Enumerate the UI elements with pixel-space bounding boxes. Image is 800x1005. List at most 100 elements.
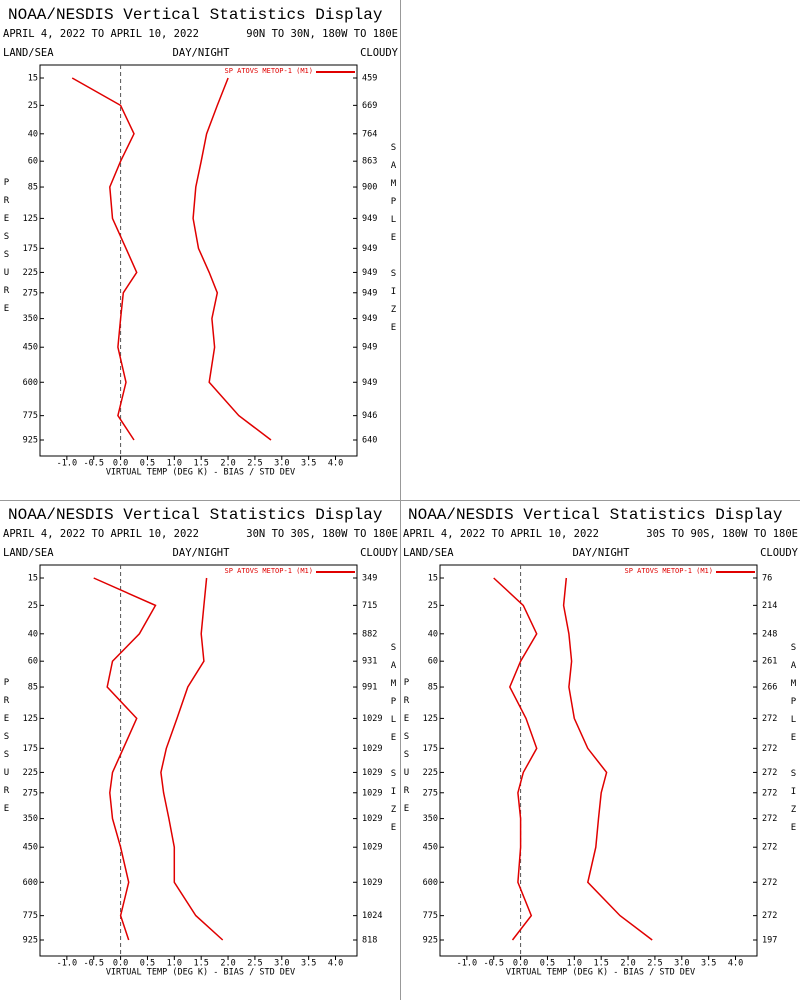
date-range: APRIL 4, 2022 TO APRIL 10, 2022 — [403, 528, 599, 540]
sample-size-label: 272 — [762, 768, 777, 778]
cloudy-label: CLOUDY — [360, 47, 399, 59]
y-tick-label: 775 — [23, 911, 38, 921]
region: 30N TO 30S, 180W TO 180E — [246, 528, 398, 540]
x-tick-label: 3.0 — [674, 959, 689, 969]
y-tick-label: 125 — [23, 714, 38, 724]
y-tick-label: 25 — [28, 601, 38, 611]
sample-size-label: 1029 — [362, 878, 382, 888]
sample-size-label: 1029 — [362, 744, 382, 754]
x-tick-label: 1.5 — [594, 959, 609, 969]
y-tick-label: 40 — [428, 629, 438, 639]
y-tick-label: 225 — [423, 768, 438, 778]
x-axis-label: VIRTUAL TEMP (DEG K) - BIAS / STD DEV — [106, 468, 295, 478]
sample-size-label: 272 — [762, 814, 777, 824]
y-tick-label: 450 — [423, 843, 438, 853]
x-tick-label: 3.5 — [301, 959, 316, 969]
y-tick-label: 275 — [23, 788, 38, 798]
sample-size-label: 949 — [362, 214, 377, 224]
sample-size-label: 272 — [762, 878, 777, 888]
x-tick-label: 0.5 — [140, 959, 155, 969]
x-tick-label: 0.5 — [140, 459, 155, 469]
x-tick-label: 3.0 — [274, 459, 289, 469]
y-tick-label: 600 — [23, 878, 38, 888]
x-tick-label: 2.0 — [620, 959, 635, 969]
y-tick-label: 600 — [23, 378, 38, 388]
sample-size-label: 882 — [362, 629, 377, 639]
sample-size-label: 991 — [362, 683, 377, 693]
x-tick-label: 0.0 — [113, 959, 128, 969]
land-sea-label: LAND/SEA — [3, 547, 54, 559]
y-tick-label: 925 — [23, 436, 38, 446]
x-tick-label: 3.0 — [274, 959, 289, 969]
std-dev-line — [562, 577, 653, 941]
y-tick-label: 15 — [28, 574, 38, 584]
day-night-label: DAY/NIGHT — [173, 47, 231, 59]
x-tick-label: 1.0 — [567, 959, 582, 969]
y-tick-label: 225 — [23, 768, 38, 778]
sample-size-label: 863 — [362, 157, 377, 167]
sample-size-label: 272 — [762, 714, 777, 724]
sample-size-label: 272 — [762, 911, 777, 921]
y-tick-label: 450 — [23, 843, 38, 853]
plot-frame — [39, 64, 358, 457]
x-tick-label: -0.5 — [83, 959, 103, 969]
x-tick-label: -1.0 — [57, 459, 77, 469]
sample-size-label: 459 — [362, 74, 377, 84]
sample-size-label: 1029 — [362, 788, 382, 798]
y-axis-label: PRESSURE — [402, 678, 412, 822]
y-axis-label: PRESSURE — [2, 178, 12, 322]
y2-axis-label: SAMPLE SIZE — [789, 643, 799, 841]
y-tick-label: 60 — [28, 157, 38, 167]
bias-line — [493, 577, 538, 941]
sample-size-label: 949 — [362, 268, 377, 278]
y-tick-label: 85 — [28, 183, 38, 193]
y-tick-label: 225 — [23, 268, 38, 278]
plot-frame — [39, 564, 358, 957]
x-tick-label: 1.5 — [194, 459, 209, 469]
chart-title: NOAA/NESDIS Vertical Statistics Display — [8, 506, 383, 524]
sample-size-label: 949 — [362, 378, 377, 388]
y-tick-label: 60 — [428, 657, 438, 667]
y-tick-label: 925 — [423, 936, 438, 946]
x-tick-label: 2.0 — [220, 959, 235, 969]
x-tick-label: 4.0 — [328, 959, 343, 969]
sample-size-label: 818 — [362, 936, 377, 946]
sample-size-label: 1029 — [362, 843, 382, 853]
sample-size-label: 349 — [362, 574, 377, 584]
sample-size-label: 266 — [762, 683, 777, 693]
chart-title: NOAA/NESDIS Vertical Statistics Display — [8, 6, 383, 24]
x-tick-label: 1.0 — [167, 459, 182, 469]
sample-size-label: 248 — [762, 629, 777, 639]
sample-size-label: 214 — [762, 601, 777, 611]
sample-size-label: 1029 — [362, 714, 382, 724]
land-sea-label: LAND/SEA — [403, 547, 454, 559]
x-tick-label: -1.0 — [57, 959, 77, 969]
cloudy-label: CLOUDY — [760, 547, 799, 559]
sample-size-label: 931 — [362, 657, 377, 667]
sample-size-label: 669 — [362, 101, 377, 111]
y-tick-label: 15 — [28, 74, 38, 84]
sample-size-label: 197 — [762, 936, 777, 946]
sample-size-label: 949 — [362, 244, 377, 254]
y2-axis-label: SAMPLE SIZE — [389, 143, 399, 341]
x-tick-label: 1.5 — [194, 959, 209, 969]
y-tick-label: 600 — [423, 878, 438, 888]
y2-axis-label: SAMPLE SIZE — [389, 643, 399, 841]
y-tick-label: 175 — [23, 744, 38, 754]
x-tick-label: 4.0 — [728, 959, 743, 969]
y-tick-label: 40 — [28, 629, 38, 639]
y-tick-label: 125 — [23, 214, 38, 224]
x-tick-label: 2.5 — [647, 959, 662, 969]
y-tick-label: 25 — [28, 101, 38, 111]
y-tick-label: 85 — [428, 683, 438, 693]
x-tick-label: 2.5 — [247, 459, 262, 469]
sample-size-label: 949 — [362, 288, 377, 298]
x-tick-label: 1.0 — [167, 959, 182, 969]
y-tick-label: 925 — [23, 936, 38, 946]
day-night-label: DAY/NIGHT — [573, 547, 631, 559]
y-tick-label: 40 — [28, 129, 38, 139]
sample-size-label: 900 — [362, 183, 377, 193]
y-tick-label: 275 — [423, 788, 438, 798]
y-tick-label: 25 — [428, 601, 438, 611]
